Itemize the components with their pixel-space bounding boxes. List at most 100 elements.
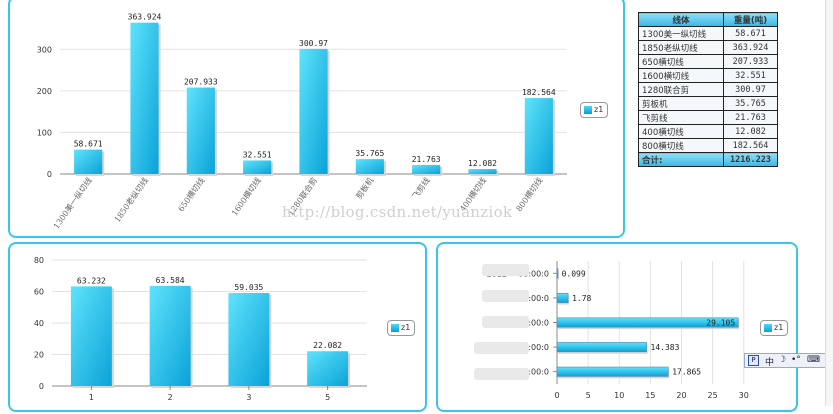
bar <box>70 286 112 386</box>
bar <box>556 342 647 353</box>
legend-swatch <box>584 106 592 114</box>
table-row: 1280联合剪 300.97 <box>638 82 778 97</box>
header-weight: 重量(吨) <box>723 12 778 27</box>
bar-value-label: 1.78 <box>572 294 591 303</box>
chart3-legend[interactable]: z1 <box>760 320 788 336</box>
redacted-date-5 <box>474 368 529 380</box>
bar-value-label: 29.105 <box>706 319 735 328</box>
y-tick-label: 0 <box>39 382 44 391</box>
bar-value-label: 0.099 <box>562 269 586 278</box>
line-name: 1600横切线 <box>638 68 724 83</box>
line-name: 1280联合剪 <box>638 82 724 97</box>
x-tick-label: 3 <box>246 393 251 402</box>
line-name: 剪板机 <box>638 96 724 111</box>
y-tick-label: 300 <box>37 45 52 54</box>
total-label: 合计: <box>638 152 724 167</box>
legend-swatch <box>764 324 772 332</box>
bar <box>307 351 349 386</box>
x-tick-label: 30 <box>739 391 749 400</box>
chart2-legend[interactable]: z1 <box>387 320 415 336</box>
line-weight: 363.924 <box>723 40 778 55</box>
x-tick-label: 1850老纵切线 <box>112 175 150 224</box>
bar-value-label: 207.933 <box>184 78 218 87</box>
ime-logo-icon[interactable]: P <box>748 355 759 366</box>
line-name: 650横切线 <box>638 54 724 69</box>
y-tick-label-suffix: 00:00:0 <box>518 294 549 303</box>
table-row: 1600横切线 32.551 <box>638 68 778 83</box>
table-row: 剪板机 35.765 <box>638 96 778 111</box>
vertical-scrollbar[interactable] <box>825 0 833 406</box>
redacted-date-4 <box>474 342 529 354</box>
line-weight: 182.564 <box>723 138 778 153</box>
table-row: 650横切线 207.933 <box>638 54 778 69</box>
bar <box>412 164 441 174</box>
bar-value-label: 58.671 <box>74 140 103 149</box>
bar <box>556 292 569 303</box>
y-tick-label-suffix: 00:00:0 <box>518 343 549 352</box>
line-weight: 21.763 <box>723 110 778 125</box>
ime-toolbar[interactable]: P 中 ☽ •° ⌨ <box>744 353 833 368</box>
bar <box>524 98 553 174</box>
bar <box>228 293 270 386</box>
y-tick-label: 40 <box>34 319 44 328</box>
bar-value-label: 63.584 <box>156 276 185 285</box>
x-tick-label: 25 <box>708 391 718 400</box>
y-tick-label-suffix: 00:00:0 <box>518 269 549 278</box>
legend-label: z1 <box>774 323 784 332</box>
bar <box>243 160 272 174</box>
weight-summary-table: 线体 重量(吨) 1300美一纵切线 58.671 1850老纵切线 363.924… <box>638 12 778 167</box>
date-horizontal-bar-chart-panel: 0510152025300.099201200:00:01.78201200:0… <box>436 242 798 412</box>
bar-value-label: 300.97 <box>299 39 328 48</box>
x-tick-label: 飞剪线 <box>410 175 432 200</box>
y-tick-label-suffix: 00:00:0 <box>518 319 549 328</box>
header-line: 线体 <box>638 12 724 27</box>
chart1-legend[interactable]: z1 <box>580 102 608 118</box>
keyboard-icon[interactable]: ⌨ <box>807 355 820 365</box>
bar-value-label: 12.082 <box>468 159 497 168</box>
x-tick-label: 0 <box>554 391 559 400</box>
table-row: 800横切线 182.564 <box>638 138 778 153</box>
line-name: 1300美一纵切线 <box>638 26 724 41</box>
moon-icon[interactable]: ☽ <box>778 355 787 365</box>
x-tick-label: 5 <box>325 393 330 402</box>
x-tick-label: 10 <box>614 391 624 400</box>
bar-value-label: 32.551 <box>243 150 272 159</box>
line-weight: 32.551 <box>723 68 778 83</box>
x-tick-label: 1600横切线 <box>229 175 263 217</box>
watermark: http://blog.csdn.net/yuanziok <box>282 203 513 221</box>
bar-value-label: 59.035 <box>234 283 263 292</box>
ime-mode-toggle[interactable]: 中 <box>765 358 775 368</box>
line-weight: 35.765 <box>723 96 778 111</box>
period-bar-chart: 0 20 40 60 80 63.232 1 63.584 2 59.035 3 22.082 5 <box>34 256 367 402</box>
bar-value-label: 17.865 <box>672 368 701 377</box>
x-tick-label: 15 <box>645 391 655 400</box>
bar-value-label: 63.232 <box>77 276 106 285</box>
line-weight: 12.082 <box>723 124 778 139</box>
line-weight: 207.933 <box>723 54 778 69</box>
bar <box>468 168 497 174</box>
line-name: 800横切线 <box>638 138 724 153</box>
redacted-date-2 <box>482 290 529 302</box>
total-value: 1216.223 <box>723 152 778 167</box>
x-tick-label: 650横切线 <box>176 175 207 213</box>
legend-label: z1 <box>401 323 411 332</box>
punctuation-icon[interactable]: •° <box>791 355 801 365</box>
bar-value-label: 35.765 <box>355 149 384 158</box>
bar-shadow <box>558 270 559 280</box>
line-name: 400横切线 <box>638 124 724 139</box>
line-weight: 58.671 <box>723 26 778 41</box>
bar <box>556 366 669 377</box>
y-tick-label-suffix: 00:00:0 <box>518 368 549 377</box>
table-row: 400横切线 12.082 <box>638 124 778 139</box>
redacted-date-1 <box>482 264 529 276</box>
x-tick-label: 5 <box>586 391 591 400</box>
table-row: 飞剪线 21.763 <box>638 110 778 125</box>
bar-value-label: 14.383 <box>651 343 680 352</box>
bar <box>74 149 103 174</box>
table-row: 1850老纵切线 363.924 <box>638 40 778 55</box>
period-bar-chart-panel: 0 20 40 60 80 63.232 1 63.584 2 59.035 3 22.082 5 z1 <box>8 242 427 412</box>
line-name: 1850老纵切线 <box>638 40 724 55</box>
y-tick-label: 200 <box>37 87 52 96</box>
bar <box>130 22 159 174</box>
bar <box>299 48 328 174</box>
